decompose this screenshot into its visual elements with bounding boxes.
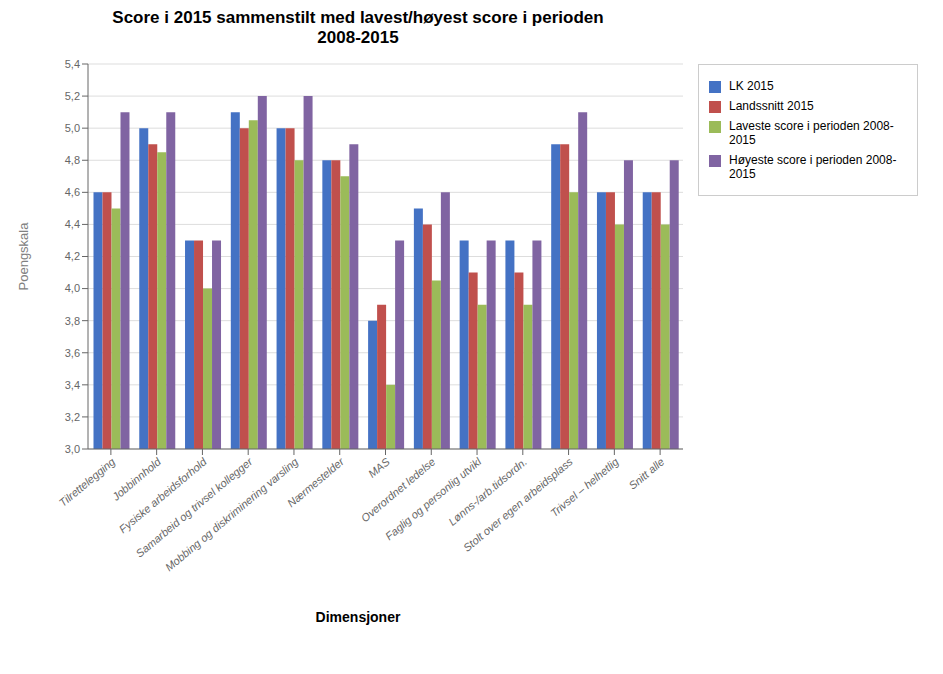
svg-text:Faglig og personlig utvikl: Faglig og personlig utvikl xyxy=(382,455,484,543)
svg-text:4,4: 4,4 xyxy=(65,218,80,230)
svg-text:MAS: MAS xyxy=(366,455,392,480)
html-text:Landssnitt 2015: Landssnitt 2015 xyxy=(729,99,814,113)
svg-text:Stolt over egen arbeidsplass: Stolt over egen arbeidsplass xyxy=(460,455,575,554)
svg-text:Nærmestelder: Nærmestelder xyxy=(285,454,347,509)
svg-text:3,0: 3,0 xyxy=(65,443,80,455)
html-text:Dimensjoner: Dimensjoner xyxy=(315,609,401,625)
svg-text:Samarbeid og trivsel kollegger: Samarbeid og trivsel kollegger xyxy=(133,455,255,560)
html-text:Høyeste score i perioden 2008-: Høyeste score i perioden 2008-2015 xyxy=(729,153,897,181)
svg-text:3,8: 3,8 xyxy=(65,315,80,327)
svg-text:5,0: 5,0 xyxy=(65,122,80,134)
svg-text:Snitt alle: Snitt alle xyxy=(626,455,666,491)
svg-text:3,4: 3,4 xyxy=(65,379,80,391)
svg-text:Overordnet ledelse: Overordnet ledelse xyxy=(359,455,438,524)
svg-text:Fysiske arbeidsforhold: Fysiske arbeidsforhold xyxy=(117,455,210,535)
svg-text:Tilrettelegging: Tilrettelegging xyxy=(57,455,118,509)
svg-text:Lønns-/arb.tidsordn.: Lønns-/arb.tidsordn. xyxy=(446,455,529,527)
svg-text:5,4: 5,4 xyxy=(65,58,80,70)
svg-text:Poengskala: Poengskala xyxy=(16,222,31,291)
svg-text:5,2: 5,2 xyxy=(65,90,80,102)
svg-text:4,8: 4,8 xyxy=(65,154,80,166)
html-text:Score i 2015 sammenstilt med l: Score i 2015 sammenstilt med lavest/høye… xyxy=(112,8,604,27)
svg-text:4,2: 4,2 xyxy=(65,250,80,262)
svg-text:3,6: 3,6 xyxy=(65,347,80,359)
svg-text:Jobbinnhold: Jobbinnhold xyxy=(109,455,163,503)
svg-text:4,0: 4,0 xyxy=(65,282,80,294)
html-text:Laveste score i perioden 2008-: Laveste score i perioden 2008-2015 xyxy=(729,119,894,147)
svg-text:Mobbing og diskriminering vars: Mobbing og diskriminering varsling xyxy=(163,455,301,574)
html-text:2008-2015: 2008-2015 xyxy=(317,28,399,47)
svg-text:Trivsel – helhetlig: Trivsel – helhetlig xyxy=(548,455,621,519)
html-text:LK 2015: LK 2015 xyxy=(729,79,774,93)
svg-text:4,6: 4,6 xyxy=(65,186,80,198)
svg-text:3,2: 3,2 xyxy=(65,411,80,423)
